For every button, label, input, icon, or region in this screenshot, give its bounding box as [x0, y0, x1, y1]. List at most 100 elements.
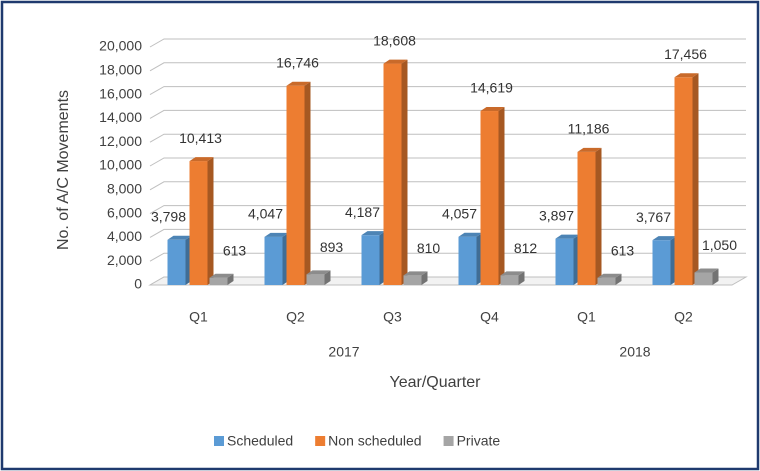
bar-side: [227, 273, 234, 285]
value-label: 3,897: [539, 207, 574, 223]
bar-front: [209, 277, 228, 285]
value-label: 18,608: [373, 32, 416, 48]
x-tick-label: Q2: [674, 309, 693, 325]
bar: [652, 236, 677, 285]
legend-swatch: [214, 436, 224, 446]
x-tick-label: Q1: [189, 309, 208, 325]
value-label: 812: [514, 240, 538, 256]
bar: [480, 107, 505, 285]
bar: [167, 235, 192, 285]
bar-top: [458, 232, 483, 237]
bar: [264, 232, 289, 285]
bar-front: [694, 272, 713, 285]
y-tick-label: 16,000: [99, 85, 142, 101]
bar: [500, 271, 525, 285]
grid-line: [149, 205, 746, 215]
y-tick-label: 20,000: [99, 38, 142, 54]
value-label: 810: [417, 240, 441, 256]
x-tick-label: Q1: [577, 309, 596, 325]
grid-line: [149, 181, 746, 191]
bar: [577, 147, 602, 285]
grid-line: [149, 157, 746, 167]
grid-line: [149, 109, 746, 119]
bar: [597, 273, 622, 285]
bar: [458, 232, 483, 285]
bar-front: [674, 77, 693, 286]
grid-line: [149, 86, 746, 96]
bar: [189, 157, 214, 285]
bar-side: [304, 81, 311, 286]
bar-top: [500, 271, 525, 276]
value-label: 613: [611, 242, 635, 258]
value-label: 4,187: [345, 204, 380, 220]
bar-side: [692, 73, 699, 286]
value-label: 893: [320, 239, 344, 255]
bar-top: [361, 231, 386, 236]
bar-top: [674, 73, 699, 78]
legend-label: Non scheduled: [328, 433, 421, 449]
bar-front: [577, 151, 596, 285]
value-label: 17,456: [664, 46, 707, 62]
y-tick-label: 4,000: [107, 228, 142, 244]
y-tick-label: 2,000: [107, 252, 142, 268]
value-label: 3,798: [151, 209, 186, 225]
bar-top: [480, 107, 505, 112]
value-label: 613: [223, 242, 247, 258]
value-label: 11,186: [568, 121, 610, 137]
bar: [555, 234, 580, 285]
bar: [209, 273, 234, 285]
bar-top: [209, 273, 234, 278]
bar-front: [597, 277, 616, 285]
y-tick-label: 10,000: [99, 157, 142, 173]
bar-front: [555, 238, 574, 285]
bar-front: [383, 63, 402, 285]
bar: [674, 73, 699, 286]
y-tick-label: 6,000: [107, 204, 142, 220]
bar-side: [207, 157, 214, 285]
group-label: 2018: [619, 344, 650, 360]
y-axis-label: No. of A/C Movements: [55, 90, 72, 250]
value-label: 16,746: [276, 54, 319, 70]
bar: [694, 268, 719, 285]
bar: [286, 81, 311, 286]
x-tick-label: Q2: [286, 309, 305, 325]
bar-top: [383, 59, 408, 64]
bar: [361, 231, 386, 285]
value-label: 14,619: [470, 80, 513, 96]
bar-top: [694, 268, 719, 273]
bar-front: [286, 85, 305, 286]
x-tick-label: Q4: [480, 309, 499, 325]
bar-top: [597, 273, 622, 278]
bar-top: [167, 235, 192, 240]
bar-side: [615, 273, 622, 285]
bar: [403, 271, 428, 285]
value-label: 10,413: [179, 130, 222, 146]
group-label: 2017: [328, 344, 359, 360]
y-tick-label: 14,000: [99, 109, 142, 125]
bar-side: [595, 147, 602, 285]
bar-side: [518, 271, 525, 285]
bar-top: [555, 234, 580, 239]
value-label: 3,767: [636, 209, 671, 225]
bar-front: [189, 161, 208, 285]
grid-line: [149, 62, 746, 72]
bar-side: [421, 271, 428, 285]
grid-line: [149, 38, 746, 48]
grid-line: [149, 133, 746, 143]
y-tick-label: 12,000: [99, 133, 142, 149]
bar-top: [264, 232, 289, 237]
bar-front: [264, 236, 283, 285]
legend-swatch: [443, 436, 454, 446]
y-tick-label: 0: [134, 276, 142, 292]
y-tick-label: 8,000: [107, 181, 142, 197]
x-axis-label: Year/Quarter: [389, 374, 481, 391]
legend-label: Scheduled: [227, 433, 293, 449]
bar-side: [324, 270, 331, 285]
bar-front: [652, 240, 671, 285]
legend-swatch: [315, 436, 326, 446]
grid-line: [149, 228, 746, 238]
bar: [383, 59, 408, 285]
value-label: 4,047: [248, 206, 283, 222]
bar-top: [286, 81, 311, 86]
y-tick-label: 18,000: [99, 62, 142, 78]
